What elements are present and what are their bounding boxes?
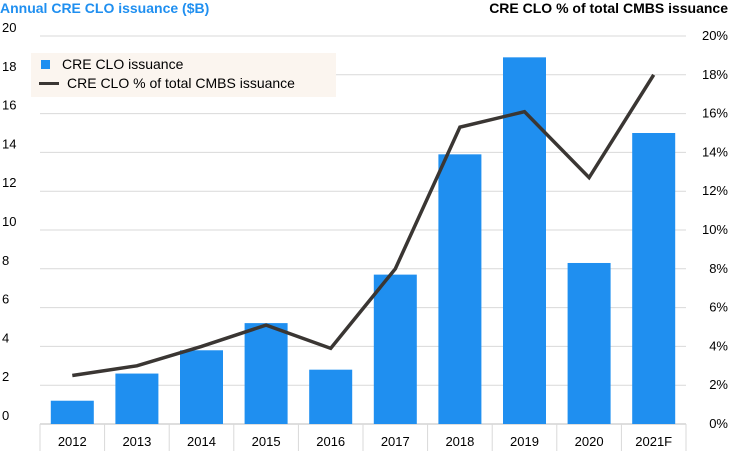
- x-tick-label: 2017: [381, 434, 410, 449]
- left-tick-label: 12: [2, 175, 16, 190]
- bar-series: [50, 57, 676, 425]
- left-tick-label: 6: [2, 292, 9, 307]
- left-tick-label: 8: [2, 253, 9, 268]
- x-tick-label: 2015: [252, 434, 281, 449]
- legend-bar-label: CRE CLO issuance: [62, 56, 184, 72]
- legend-bar-swatch: [41, 59, 50, 69]
- left-tick-label: 16: [2, 98, 16, 113]
- x-tick-label: 2014: [187, 434, 216, 449]
- right-tick-label: 2%: [709, 377, 728, 392]
- bar: [244, 323, 288, 424]
- x-axis-ticks: 2012 2013 2014 2015 2016 2017 2018 2019 2020 2021…: [58, 434, 672, 449]
- right-tick-label: 14%: [702, 144, 728, 159]
- bar: [309, 369, 353, 424]
- left-tick-label: 10: [2, 214, 16, 229]
- x-tick-label: 2019: [510, 434, 539, 449]
- left-tick-label: 20: [2, 20, 16, 35]
- x-tick-label: 2020: [575, 434, 604, 449]
- left-tick-label: 4: [2, 330, 9, 345]
- x-tick-label: 2018: [445, 434, 474, 449]
- left-tick-label: 2: [2, 369, 9, 384]
- left-axis-title: Annual CRE CLO issuance ($B): [0, 0, 210, 16]
- legend: CRE CLO issuance CRE CLO % of total CMBS…: [31, 53, 336, 97]
- x-tick-label: 2012: [58, 434, 87, 449]
- right-tick-label: 10%: [702, 222, 728, 237]
- legend-line-label: CRE CLO % of total CMBS issuance: [67, 75, 295, 91]
- right-tick-label: 4%: [709, 338, 728, 353]
- legend-item-line: CRE CLO % of total CMBS issuance: [39, 75, 295, 91]
- bar: [180, 350, 223, 424]
- line-series: [72, 73, 656, 378]
- right-tick-label: 16%: [702, 106, 728, 121]
- bar: [438, 154, 482, 424]
- right-tick-label: 18%: [702, 67, 728, 82]
- bar: [50, 400, 94, 424]
- right-axis-ticks: 0% 2% 4% 6% 8% 10% 12% 14% 16% 18% 20%: [702, 28, 728, 431]
- bar: [567, 262, 611, 424]
- left-tick-label: 14: [2, 136, 16, 151]
- right-tick-label: 12%: [702, 183, 728, 198]
- left-tick-label: 18: [2, 59, 16, 74]
- series-line: [72, 73, 656, 378]
- bar: [373, 274, 417, 424]
- legend-line-swatch: [39, 81, 59, 85]
- bar: [632, 133, 676, 424]
- x-tick-label: 2013: [122, 434, 151, 449]
- right-tick-label: 6%: [709, 300, 728, 315]
- x-tick-label: 2016: [316, 434, 345, 449]
- bar: [503, 57, 546, 425]
- right-tick-label: 8%: [709, 261, 728, 276]
- right-tick-label: 20%: [702, 28, 728, 43]
- right-axis-title: CRE CLO % of total CMBS issuance: [489, 0, 728, 16]
- bar: [115, 373, 159, 424]
- right-tick-label: 0%: [709, 416, 728, 431]
- legend-item-bar: CRE CLO issuance: [41, 56, 183, 72]
- left-axis-ticks: 0 2 4 6 8 10 12 14 16 18 20: [2, 20, 16, 423]
- left-tick-label: 0: [2, 408, 9, 423]
- x-tick-label: 2021F: [635, 434, 672, 449]
